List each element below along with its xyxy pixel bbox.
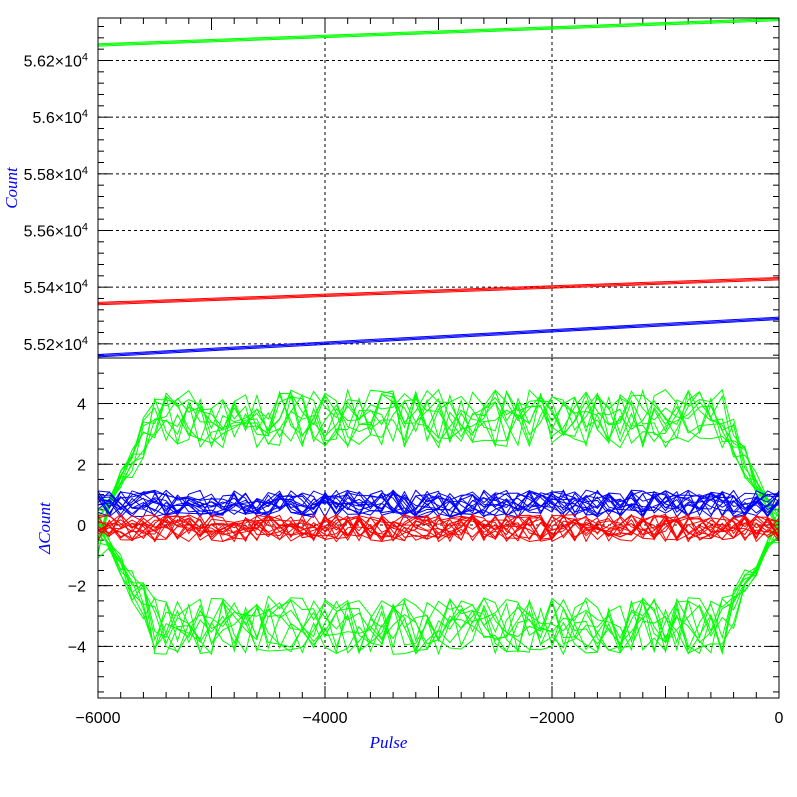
top-ytick-label: 5.56×104	[24, 222, 88, 241]
top-ytick-label: 5.58×104	[24, 165, 88, 184]
bottom-series-line	[97, 514, 780, 542]
bottom-xtick-label: −6000	[76, 710, 121, 727]
bottom-series-line	[97, 535, 780, 654]
top-series-line	[97, 319, 780, 358]
top-series-line	[97, 316, 780, 356]
bottom-xtick-label: −4000	[303, 710, 348, 727]
bottom-ytick-label: 2	[77, 457, 86, 474]
top-series-line	[97, 18, 780, 46]
bottom-frame	[97, 357, 780, 699]
bottom-series-line	[97, 390, 780, 553]
bottom-series-line	[97, 389, 780, 543]
top-series-line	[97, 317, 780, 357]
bottom-series-line	[97, 390, 780, 533]
bottom-series-line	[97, 490, 780, 518]
bottom-series-line	[97, 513, 780, 543]
bottom-xlabel: Pulse	[369, 733, 408, 752]
bottom-series-line	[97, 514, 780, 543]
bottom-xtick-label: 0	[775, 710, 784, 727]
top-ytick-label: 5.62×104	[24, 52, 88, 71]
top-panel: 5.52×104 5.54×104 5.56×104 5.58×104 5.6×104 5…	[24, 17, 780, 359]
bottom-series-line	[97, 513, 780, 543]
bottom-series-line	[97, 518, 780, 655]
top-frame	[97, 17, 780, 359]
bottom-series-line	[97, 490, 780, 518]
bottom-series-line	[97, 513, 780, 543]
bottom-series-line	[97, 489, 780, 518]
bottom-series-line	[97, 517, 780, 654]
bottom-series-line	[97, 389, 780, 519]
bottom-series-line	[97, 489, 780, 519]
bottom-series-line	[97, 389, 780, 553]
top-series-line	[97, 17, 780, 45]
top-ylabel: Count	[2, 166, 21, 209]
bottom-series-line	[97, 513, 780, 543]
bottom-series-line	[97, 489, 780, 518]
bottom-series-line	[97, 525, 780, 656]
bottom-series-line	[97, 511, 780, 655]
bottom-series-line	[97, 388, 780, 542]
top-series-line	[97, 278, 780, 305]
top-ytick-label: 5.54×104	[24, 278, 88, 297]
top-ytick-label: 5.6×104	[32, 108, 88, 127]
bottom-xtick-label: −2000	[530, 710, 575, 727]
top-series-line	[97, 276, 780, 303]
bottom-panel: −6000 −4000 −2000 0 −4 −2 0 2 4	[68, 357, 784, 727]
bottom-series-line	[97, 513, 780, 543]
top-ytick-label: 5.52×104	[24, 335, 88, 354]
bottom-series-line	[97, 389, 780, 534]
bottom-series-line	[97, 490, 780, 518]
bottom-ytick-label: −4	[68, 639, 86, 656]
bottom-series-line	[97, 490, 780, 518]
bottom-series-line	[97, 529, 780, 656]
bottom-ytick-label: 0	[77, 518, 86, 535]
bottom-ytick-label: 4	[77, 397, 86, 414]
bottom-series-line	[97, 522, 780, 655]
top-series-line	[97, 20, 780, 47]
bottom-ylabel: ΔCount	[35, 501, 54, 555]
top-series-line	[97, 279, 780, 306]
bottom-series-line	[97, 519, 780, 656]
bottom-ytick-label: −2	[68, 579, 86, 596]
